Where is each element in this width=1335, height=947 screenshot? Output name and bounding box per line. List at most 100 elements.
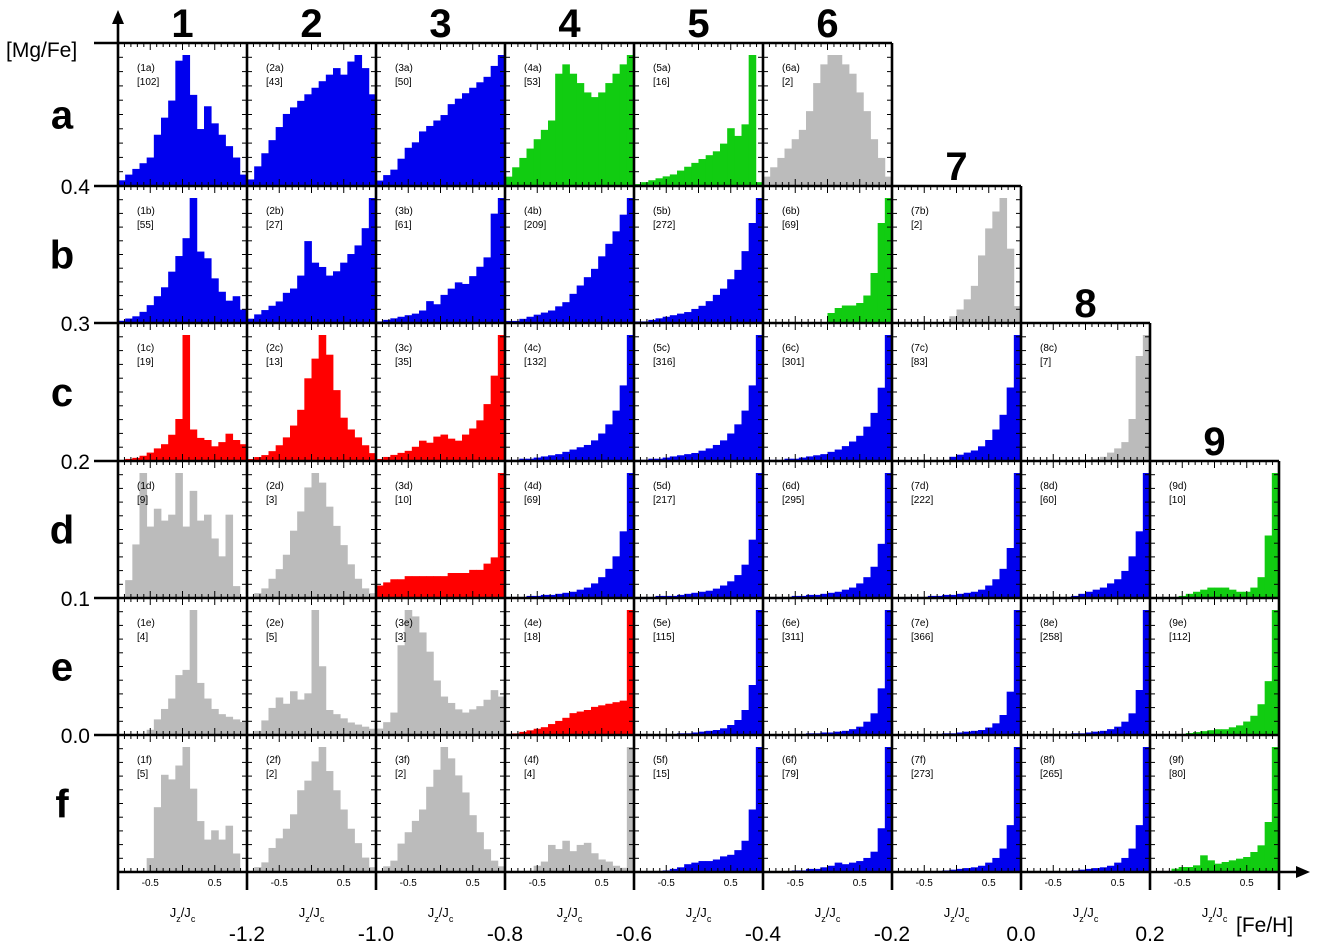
histogram-bar: [318, 266, 327, 323]
histogram-bar: [626, 335, 635, 461]
histogram-bar: [626, 198, 635, 323]
histogram-bar: [877, 387, 886, 461]
histogram-bar: [361, 228, 370, 323]
histogram-bar: [612, 73, 621, 186]
histogram-bar: [827, 592, 836, 598]
panel-count-label: [2]: [395, 769, 406, 780]
histogram-bar: [605, 568, 613, 598]
panel-6e: (6e) [311]: [763, 598, 893, 735]
histogram-bar: [834, 308, 843, 323]
histogram-bar: [311, 87, 320, 186]
histogram-bar: [168, 514, 176, 598]
histogram-bar: [204, 514, 212, 598]
histogram-bar: [942, 594, 950, 599]
panel-count-label: [112]: [1169, 632, 1191, 643]
panel-id-label: (3b): [395, 206, 413, 217]
panel-id-label: (2b): [266, 206, 284, 217]
histogram-bar: [497, 473, 506, 598]
histogram-bar: [949, 316, 957, 323]
histogram-bar: [139, 473, 148, 598]
panel-7e: (7e) [366]: [892, 598, 1022, 735]
histogram-bar: [282, 113, 291, 186]
histogram-bar: [261, 153, 269, 186]
histogram-bar: [677, 170, 685, 186]
histogram-bar: [462, 434, 470, 461]
histogram-bar: [404, 147, 413, 186]
panel-id-label: (1d): [137, 481, 155, 492]
histogram-bar: [118, 180, 126, 186]
histogram-bar: [282, 554, 291, 598]
histogram-bar: [290, 107, 298, 186]
histogram-bar: [1243, 857, 1251, 872]
histogram-bar: [1121, 442, 1129, 461]
panel-id-label: (7f): [911, 755, 926, 766]
histogram-bar: [483, 563, 492, 599]
histogram-bar: [791, 139, 800, 186]
histogram-bar: [304, 378, 312, 461]
histogram-bar: [963, 452, 972, 461]
histogram-bar: [433, 436, 441, 461]
histogram-bar: [311, 262, 320, 323]
histogram-bar: [992, 579, 1000, 598]
histogram-bar: [583, 587, 592, 598]
histogram-bar: [340, 809, 348, 872]
histogram-bar: [325, 771, 334, 872]
histogram-bar: [440, 434, 449, 461]
panel-count-label: [115]: [653, 632, 675, 643]
histogram-bar: [275, 445, 284, 461]
histogram-bar: [1228, 860, 1237, 872]
histogram-bar: [189, 94, 198, 186]
panel-x-tick-label: 0.5: [982, 878, 996, 889]
histogram-bar: [1107, 452, 1115, 461]
histogram-bar: [490, 690, 499, 735]
histogram-bar: [254, 867, 262, 872]
histogram-bar: [569, 293, 578, 323]
histogram-bar: [347, 429, 355, 461]
histogram-bar: [189, 490, 198, 598]
panel-count-label: [258]: [1040, 632, 1062, 643]
histogram-bar: [734, 135, 742, 186]
histogram-bar: [978, 865, 986, 872]
histogram-bar: [591, 583, 599, 598]
histogram-bar: [1128, 713, 1137, 735]
panel-id-label: (9f): [1169, 755, 1184, 766]
histogram-bar: [368, 453, 377, 462]
histogram-bar: [648, 319, 656, 324]
panel-7b: (7b) [2]: [892, 186, 1022, 323]
histogram-bar: [196, 520, 205, 598]
histogram-bar: [619, 385, 628, 461]
histogram-bar: [548, 844, 556, 872]
row-label: c: [51, 371, 73, 415]
panel-id-label: (2c): [266, 343, 283, 354]
y-tick-label: 0.4: [61, 176, 91, 199]
histogram-bar: [304, 94, 312, 186]
histogram-bar: [548, 455, 556, 461]
histogram-bar: [999, 715, 1008, 735]
histogram-bar: [540, 129, 549, 186]
histogram-bar: [361, 857, 370, 872]
histogram-bar: [211, 446, 219, 461]
histogram-bar: [956, 309, 965, 323]
row-label: a: [51, 94, 74, 138]
histogram-bar: [720, 585, 728, 598]
histogram-bar: [849, 73, 857, 186]
histogram-bar: [1221, 862, 1230, 872]
panel-x-axis-label: Jz/Jc: [428, 905, 454, 924]
panel-count-label: [50]: [395, 77, 412, 88]
histogram-bar: [540, 312, 549, 323]
histogram-bar: [849, 441, 857, 461]
histogram-bar: [182, 55, 191, 186]
histogram-bar: [218, 291, 226, 323]
histogram-bar: [1135, 825, 1144, 873]
histogram-bar: [992, 723, 1000, 735]
histogram-bar: [963, 592, 972, 598]
histogram-bar: [125, 174, 133, 186]
histogram-bar: [741, 124, 750, 186]
histogram-bar: [125, 580, 133, 598]
histogram-bar: [863, 111, 871, 186]
histogram-bar: [698, 159, 707, 186]
histogram-bar: [1013, 306, 1022, 323]
histogram-bar: [727, 128, 735, 186]
histogram-bar: [433, 680, 441, 735]
histogram-bar: [476, 706, 484, 735]
